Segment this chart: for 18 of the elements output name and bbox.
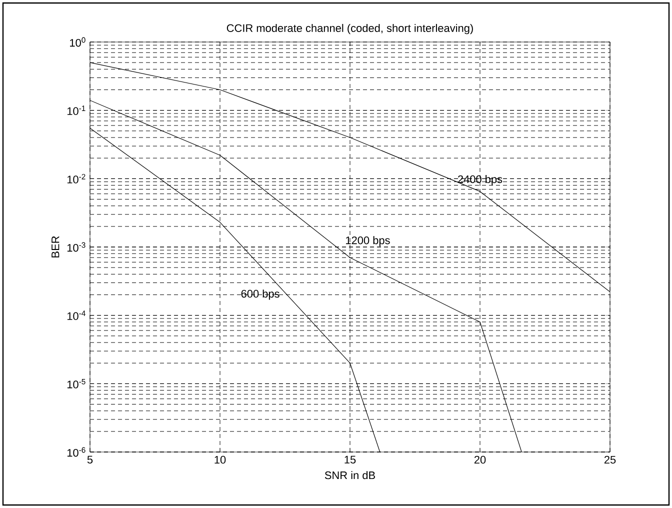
x-tick-label: 15: [344, 456, 356, 464]
x-tick-label: 25: [604, 456, 616, 464]
y-tick-label: 10$^{-2}$: [67, 174, 86, 184]
y-tick-label: 10$^{0}$: [70, 37, 86, 47]
y-tick-label: 10$^{-5}$: [67, 378, 86, 388]
series-label: 600 bps: [241, 290, 280, 300]
series-label: 2400 bps: [458, 175, 502, 186]
x-axis-title: SNR in dB: [324, 471, 375, 480]
series-label: 1200 bps: [346, 236, 390, 246]
y-tick-label: 10$^{-1}$: [67, 106, 86, 116]
chart-title: CCIR moderate channel (coded, short interleaving): [226, 24, 473, 34]
y-tick-label: 10$^{-4}$: [67, 310, 86, 320]
y-tick-label: 10$^{-6}$: [67, 447, 86, 457]
y-axis-title: BER: [52, 236, 60, 258]
x-tick-label: 10: [214, 456, 226, 464]
x-tick-label: 5: [87, 456, 93, 464]
x-tick-label: 20: [474, 456, 486, 464]
y-tick-label: 10$^{-3}$: [67, 242, 86, 252]
